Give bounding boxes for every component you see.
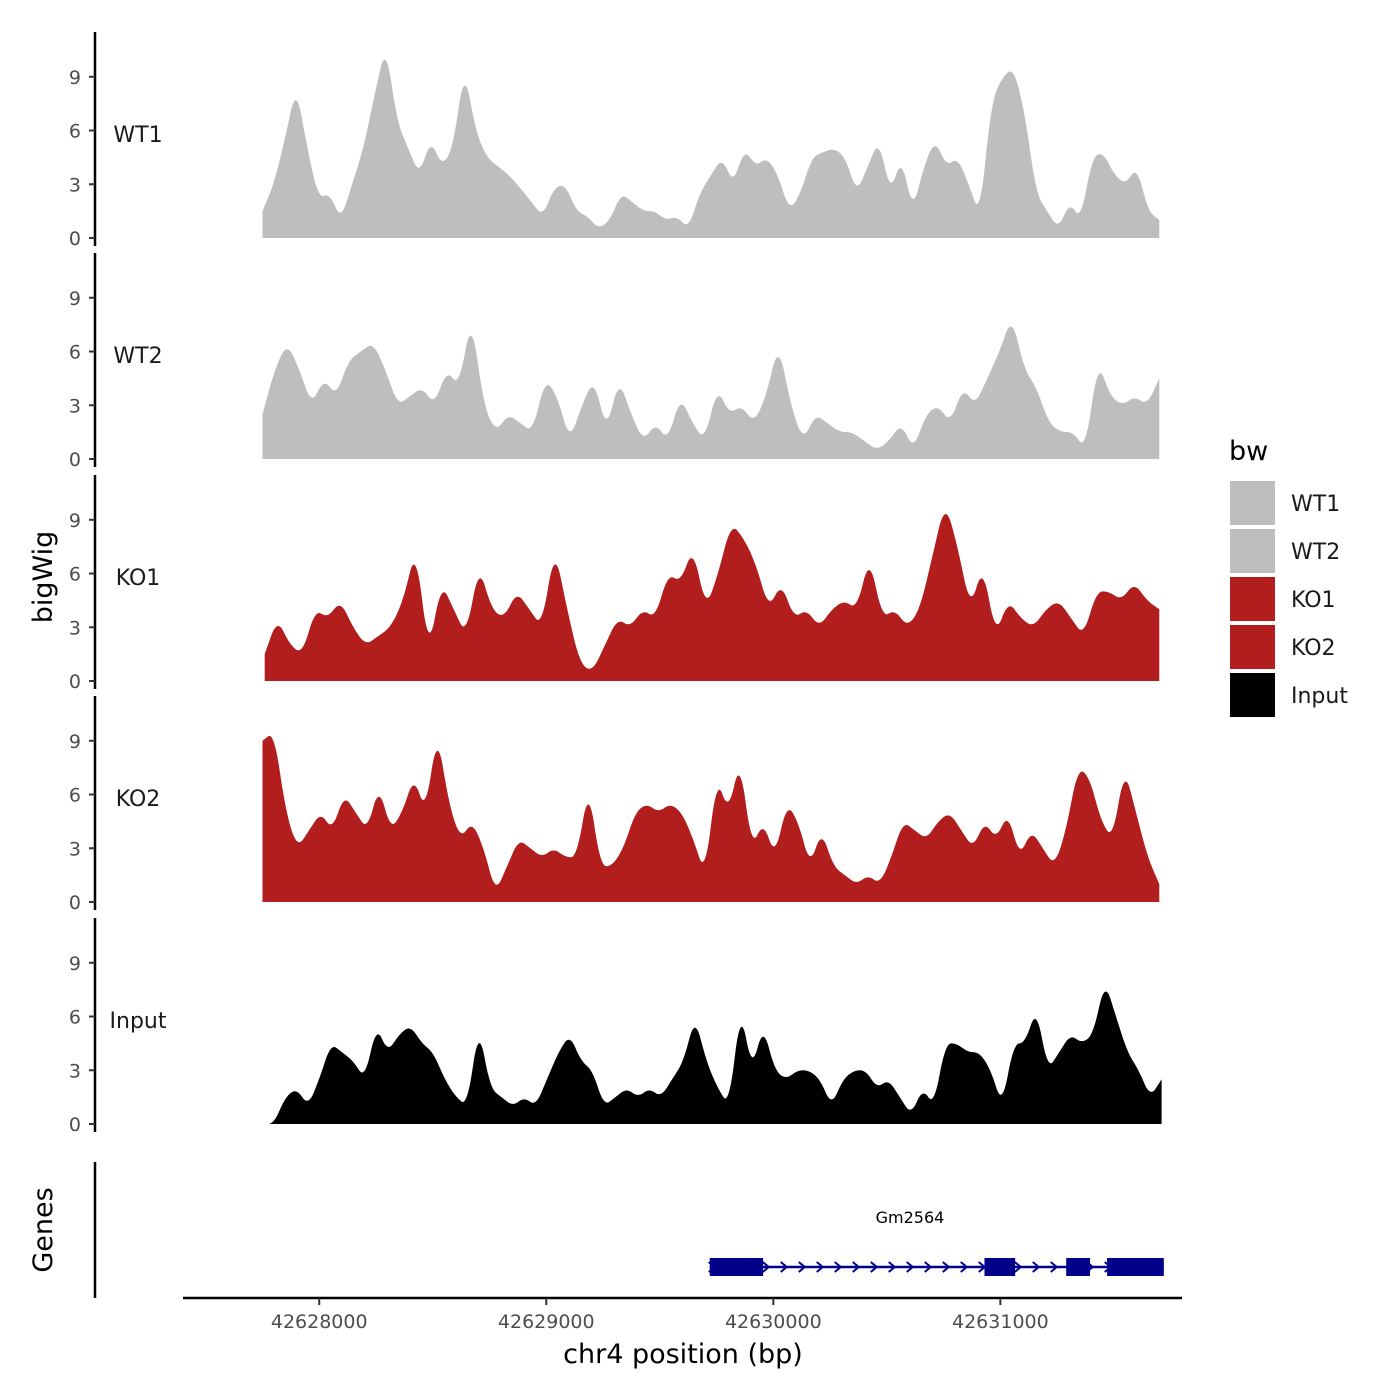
track-wt2: 0 3 6 9 WT2: [69, 253, 1160, 471]
legend-label: WT2: [1291, 540, 1340, 565]
track-label: KO2: [116, 787, 161, 812]
track-label: Input: [110, 1009, 167, 1034]
track-input: 0 3 6 9 Input: [69, 918, 1162, 1136]
coverage-area-wt2: [262, 326, 1160, 459]
x-axis-title: chr4 position (bp): [563, 1339, 803, 1370]
y-tick-label: 0: [69, 228, 81, 250]
y-tick-label: 6: [69, 121, 81, 143]
legend-item-ko2: KO2: [1230, 625, 1336, 669]
coverage-area-ko1: [264, 514, 1160, 681]
strand-chevron: [942, 1261, 951, 1273]
y-tick-label: 9: [69, 731, 81, 753]
y-tick-label: 9: [69, 67, 81, 89]
coverage-area-ko2: [262, 735, 1160, 902]
strand-chevron: [924, 1261, 933, 1273]
track-label: WT1: [113, 123, 162, 148]
track-wt1: 0 3 6 9 WT1: [69, 32, 1160, 250]
x-tick-label: 42630000: [725, 1311, 822, 1333]
coverage-tracks: 0 3 6 9 WT1 0 3 6 9 WT2 0 3 6 9 KO1 0 3 6 9 KO2 0 3 6 9 Input: [69, 32, 1162, 1136]
x-tick-label: 42628000: [271, 1311, 368, 1333]
strand-chevron: [906, 1261, 915, 1273]
legend-label: KO2: [1291, 636, 1336, 661]
legend: bw WT1 WT2 KO1 KO2 Input: [1229, 436, 1348, 717]
track-ko1: 0 3 6 9 KO1: [69, 475, 1160, 693]
gene-exon: [984, 1258, 1016, 1276]
coverage-area-input: [262, 991, 1162, 1124]
strand-chevron: [1050, 1261, 1059, 1273]
strand-chevron: [1014, 1261, 1023, 1273]
strand-chevron: [1032, 1261, 1041, 1273]
y-tick-label: 3: [69, 838, 81, 860]
x-tick-label: 42631000: [952, 1311, 1049, 1333]
y-tick-label: 3: [69, 617, 81, 639]
y-tick-label: 6: [69, 1007, 81, 1029]
y-tick-label: 3: [69, 1060, 81, 1082]
y-tick-label: 0: [69, 892, 81, 914]
gene-exon: [1107, 1258, 1164, 1276]
coverage-area-wt1: [262, 59, 1160, 238]
y-tick-label: 0: [69, 671, 81, 693]
gene-gm2564: Gm2564: [708, 1208, 1164, 1276]
legend-title: bw: [1229, 436, 1268, 467]
x-tick-label: 42629000: [498, 1311, 595, 1333]
track-label: KO1: [116, 566, 161, 591]
legend-label: KO1: [1291, 588, 1336, 613]
legend-item-wt1: WT1: [1230, 481, 1340, 525]
legend-label: WT1: [1291, 492, 1340, 517]
strand-chevron: [834, 1261, 843, 1273]
legend-key: [1230, 673, 1275, 717]
strand-chevron: [798, 1261, 807, 1273]
genes-axis-title: Genes: [28, 1187, 59, 1272]
y-tick-label: 0: [69, 1114, 81, 1136]
legend-item-wt2: WT2: [1230, 529, 1340, 573]
strand-chevron: [816, 1261, 825, 1273]
y-axis-title: bigWig: [28, 531, 59, 624]
y-tick-label: 6: [69, 564, 81, 586]
legend-key: [1230, 625, 1275, 669]
genes-panel: Gm2564: [93, 1162, 1164, 1298]
y-tick-label: 9: [69, 510, 81, 532]
track-ko2: 0 3 6 9 KO2: [69, 696, 1160, 914]
legend-item-ko1: KO1: [1230, 577, 1336, 621]
y-tick-label: 9: [69, 288, 81, 310]
strand-chevron: [960, 1261, 969, 1273]
y-tick-label: 9: [69, 953, 81, 975]
legend-key: [1230, 577, 1275, 621]
strand-chevron: [762, 1261, 771, 1273]
track-label: WT2: [113, 344, 162, 369]
strand-chevron: [852, 1261, 861, 1273]
y-tick-label: 3: [69, 174, 81, 196]
y-tick-label: 6: [69, 785, 81, 807]
x-axis: 42628000 42629000 42630000 42631000: [183, 1296, 1182, 1333]
strand-chevron: [780, 1261, 789, 1273]
legend-key: [1230, 481, 1275, 525]
gene-label: Gm2564: [876, 1208, 945, 1227]
legend-key: [1230, 529, 1275, 573]
legend-item-input: Input: [1230, 673, 1348, 717]
y-tick-label: 6: [69, 342, 81, 364]
gene-exon: [709, 1258, 764, 1276]
y-tick-label: 0: [69, 449, 81, 471]
strand-chevron: [870, 1261, 879, 1273]
gene-exon: [1066, 1258, 1091, 1276]
strand-chevron: [888, 1261, 897, 1273]
legend-label: Input: [1291, 684, 1348, 709]
y-tick-label: 3: [69, 395, 81, 417]
